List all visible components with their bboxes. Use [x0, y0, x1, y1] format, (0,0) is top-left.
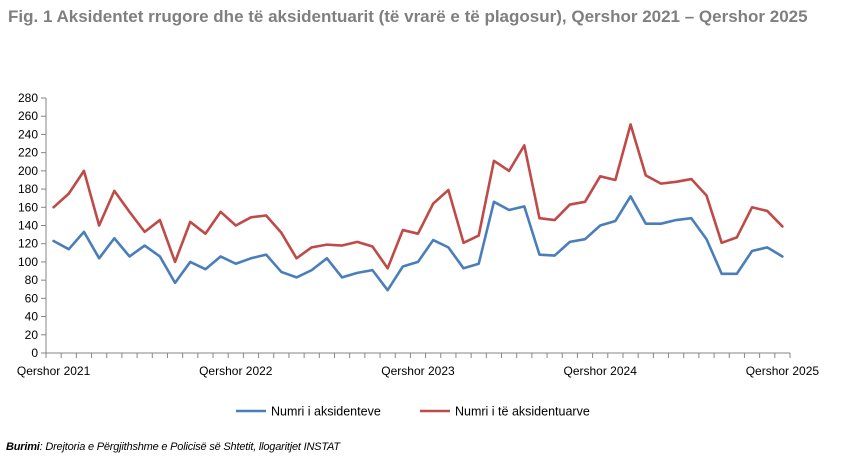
x-tick-label: Qershor 2022 [199, 364, 273, 378]
y-tick-label: 40 [25, 310, 39, 324]
chart-title: Fig. 1 Aksidentet rrugore dhe të aksiden… [8, 7, 808, 26]
y-tick-label: 20 [25, 328, 39, 342]
series-line-1 [52, 195, 784, 292]
y-tick-label: 260 [18, 109, 38, 123]
y-tick-label: 100 [18, 255, 38, 269]
y-tick-label: 180 [18, 182, 38, 196]
y-tick-label: 0 [31, 346, 38, 360]
y-axis-ticks: 0 20 40 60 80 100 120 140 160 180 200 220 240 260 280 [18, 91, 46, 360]
y-tick-label: 280 [18, 91, 38, 105]
source-text: : Drejtoria e Përgjithshme e Policisë së… [39, 441, 340, 453]
y-tick-label: 220 [18, 146, 38, 160]
y-tick-label: 240 [18, 127, 38, 141]
legend-label-1: Numri i aksidenteve [271, 405, 381, 419]
y-tick-label: 60 [25, 291, 39, 305]
x-tick-label: Qershor 2021 [17, 364, 91, 378]
chart-legend: Numri i aksidenteve Numri i të aksidentua… [236, 405, 590, 419]
series-line-2 [52, 123, 784, 270]
x-tick-label: Qershor 2025 [746, 364, 820, 378]
source-label: Burimi [6, 441, 40, 453]
x-axis-ticks: Qershor 2021 Qershor 2022 Qershor 2023 Qers… [17, 353, 820, 378]
source-note: Burimi: Drejtoria e Përgjithshme e Polic… [6, 441, 340, 453]
chart-axes [45, 98, 790, 354]
y-tick-label: 160 [18, 200, 38, 214]
x-tick-label: Qershor 2023 [381, 364, 455, 378]
chart-series [52, 123, 784, 292]
y-tick-label: 140 [18, 219, 38, 233]
y-tick-label: 120 [18, 237, 38, 251]
x-tick-label: Qershor 2024 [564, 364, 638, 378]
y-tick-label: 200 [18, 164, 38, 178]
legend-label-2: Numri i të aksidentuarve [455, 405, 590, 419]
y-tick-label: 80 [25, 273, 39, 287]
